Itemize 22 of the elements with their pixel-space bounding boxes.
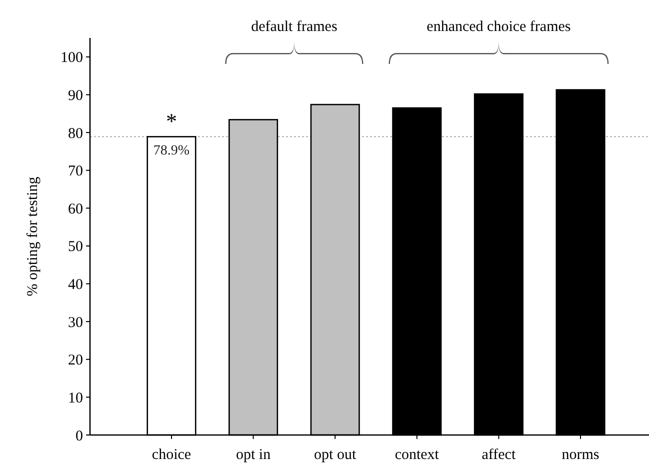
x-tick-label: norms — [562, 447, 600, 463]
x-tick-label: choice — [152, 447, 192, 463]
text: enhanced choice frames — [426, 19, 571, 35]
y-tick-label: 30 — [68, 314, 83, 331]
data-label: 78.9% — [153, 144, 190, 159]
y-tick-label: 90 — [68, 88, 83, 104]
y-tick-label: 80 — [68, 126, 83, 142]
y-tick-label: 20 — [68, 352, 83, 369]
y-tick-label: 100 — [60, 50, 83, 66]
y-tick-label: 50 — [68, 239, 83, 256]
annotation: * — [166, 108, 177, 134]
x-tick-label: opt out — [314, 447, 357, 463]
y-tick-label: 60 — [68, 201, 83, 218]
x-tick-label: opt in — [236, 447, 272, 463]
y-tick-label: 10 — [68, 390, 83, 406]
y-tick-label: 0 — [76, 428, 83, 444]
x-tick-label: context — [394, 447, 440, 463]
text: default frames — [251, 19, 338, 35]
y-tick-label: 70 — [68, 164, 83, 180]
y-tick-label: 40 — [68, 277, 83, 294]
y-axis-title: % opting for testing — [25, 176, 41, 296]
x-tick-label: affect — [482, 447, 516, 463]
